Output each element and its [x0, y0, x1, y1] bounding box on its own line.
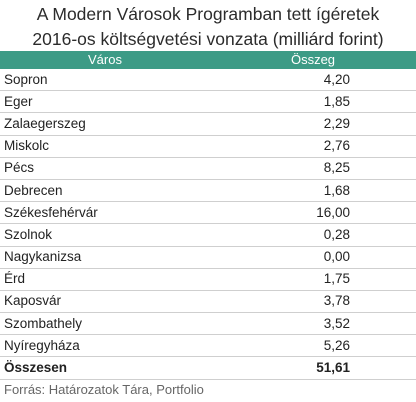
city-cell: Szolnok [0, 223, 210, 247]
amount-cell: 3,52 [210, 312, 416, 336]
amount-cell: 0,28 [210, 223, 416, 247]
city-cell: Miskolc [0, 135, 210, 158]
amount-cell: 2,29 [210, 112, 416, 136]
city-cell: Kaposvár [0, 290, 210, 314]
amount-cell: 1,68 [210, 179, 416, 203]
city-cell: Debrecen [0, 179, 210, 203]
table-header: Város Összeg [0, 51, 416, 69]
column-header-city: Város [0, 51, 210, 69]
city-cell: Érd [0, 268, 210, 291]
city-cell: Eger [0, 90, 210, 114]
source-note: Forrás: Határozatok Tára, Portfolio [4, 382, 204, 397]
city-cell: Székesfehérvár [0, 201, 210, 225]
table-row: Nyíregyháza 5,26 [0, 334, 416, 358]
city-cell: Nagykanizsa [0, 246, 210, 269]
amount-cell: 16,00 [210, 201, 416, 225]
city-cell: Nyíregyháza [0, 334, 210, 358]
city-cell: Pécs [0, 157, 210, 180]
table-row: Zalaegerszeg 2,29 [0, 112, 416, 136]
table-row: Nagykanizsa 0,00 [0, 246, 416, 269]
table-row: Debrecen 1,68 [0, 179, 416, 203]
city-cell: Zalaegerszeg [0, 112, 210, 136]
table-row: Eger 1,85 [0, 90, 416, 114]
amount-cell: 4,20 [210, 69, 416, 92]
page-title: A Modern Városok Programban tett ígérete… [0, 0, 416, 50]
title-line-2: 2016-os költségvetési vonzata (milliárd … [32, 29, 384, 49]
total-label: Összesen [0, 356, 210, 380]
table-row: Szolnok 0,28 [0, 223, 416, 247]
data-table: Város Összeg Sopron 4,20 Eger 1,85 Zalae… [0, 51, 416, 380]
table-row: Kaposvár 3,78 [0, 290, 416, 314]
city-cell: Sopron [0, 69, 210, 92]
table-row: Miskolc 2,76 [0, 135, 416, 158]
table-body: Sopron 4,20 Eger 1,85 Zalaegerszeg 2,29 … [0, 69, 416, 380]
amount-cell: 0,00 [210, 246, 416, 269]
total-row: Összesen 51,61 [0, 356, 416, 380]
table-row: Sopron 4,20 [0, 69, 416, 92]
title-line-1: A Modern Városok Programban tett ígérete… [36, 4, 380, 24]
amount-cell: 5,26 [210, 334, 416, 358]
column-header-amount: Összeg [210, 51, 416, 69]
amount-cell: 1,75 [210, 268, 416, 291]
header-row: Város Összeg [0, 51, 416, 69]
amount-cell: 1,85 [210, 90, 416, 114]
city-cell: Szombathely [0, 312, 210, 336]
amount-cell: 8,25 [210, 157, 416, 180]
table-row: Székesfehérvár 16,00 [0, 201, 416, 225]
table-row: Pécs 8,25 [0, 157, 416, 180]
amount-cell: 3,78 [210, 290, 416, 314]
amount-cell: 2,76 [210, 135, 416, 158]
total-value: 51,61 [210, 356, 416, 380]
table-row: Érd 1,75 [0, 268, 416, 291]
table-row: Szombathely 3,52 [0, 312, 416, 336]
